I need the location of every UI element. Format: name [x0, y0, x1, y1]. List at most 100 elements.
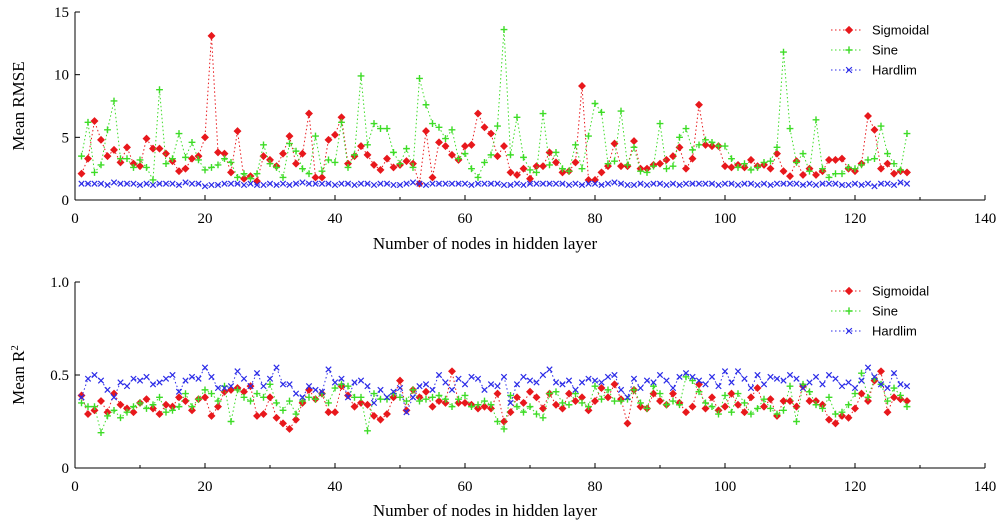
legend-marker-hardlim [845, 66, 853, 74]
data-point-hardlim [305, 180, 313, 187]
data-point-hardlim [611, 179, 618, 186]
data-point-sigmoidal [792, 402, 801, 411]
data-point-sine [630, 143, 638, 151]
data-point-sigmoidal [532, 162, 541, 171]
data-point-hardlim [494, 383, 501, 390]
data-point-hardlim [442, 180, 449, 187]
data-point-sine [754, 405, 761, 412]
data-point-sine [572, 390, 579, 397]
data-point-sigmoidal [90, 406, 99, 415]
data-point-hardlim [559, 381, 566, 388]
data-point-hardlim [877, 180, 885, 187]
data-point-hardlim [364, 180, 371, 187]
data-point-sine [546, 161, 553, 169]
data-point-sine [214, 397, 222, 405]
data-point-sigmoidal [175, 393, 183, 402]
data-point-sine [721, 142, 729, 150]
data-point-hardlim [422, 381, 430, 388]
data-point-sine [715, 142, 722, 150]
data-point-hardlim [682, 369, 690, 377]
data-point-sine [442, 395, 449, 403]
data-point-hardlim [676, 181, 683, 189]
data-point-hardlim [416, 383, 423, 390]
data-point-sine [110, 97, 118, 105]
data-point-sine [832, 410, 839, 418]
data-point-hardlim [897, 179, 904, 186]
data-point-sine [513, 113, 521, 121]
data-point-hardlim [286, 381, 293, 388]
data-point-hardlim [825, 371, 833, 379]
series-sigmoidal [77, 367, 911, 433]
data-point-sigmoidal [188, 154, 196, 163]
data-point-sine [812, 116, 820, 124]
data-point-sigmoidal [786, 172, 794, 181]
y-tick-label: 0 [62, 461, 70, 477]
data-point-sigmoidal [129, 408, 138, 417]
data-point-hardlim [572, 386, 579, 394]
data-point-hardlim [591, 180, 599, 187]
legend-marker-sine [845, 307, 853, 315]
data-point-sine [91, 169, 98, 176]
data-point-sigmoidal [448, 367, 456, 376]
data-point-sine [195, 395, 202, 403]
data-point-sigmoidal [324, 408, 333, 417]
data-point-hardlim [851, 384, 859, 392]
data-point-hardlim [175, 181, 183, 189]
data-point-sine [799, 150, 807, 158]
data-point-sine [689, 377, 696, 384]
data-point-hardlim [734, 368, 742, 375]
data-point-sine [643, 169, 651, 176]
data-point-sine [377, 125, 384, 132]
data-point-sigmoidal [175, 167, 183, 176]
data-point-hardlim [526, 377, 534, 384]
data-point-hardlim [806, 379, 813, 386]
data-point-sigmoidal [110, 145, 118, 154]
data-point-sigmoidal [565, 389, 573, 398]
data-point-hardlim [767, 181, 774, 189]
data-point-sigmoidal [903, 168, 911, 177]
data-point-hardlim [845, 379, 852, 386]
data-point-hardlim [409, 394, 417, 401]
data-point-hardlim [299, 179, 306, 186]
data-point-sigmoidal [298, 149, 307, 158]
legend-label-sine: Sine [872, 43, 898, 58]
data-point-hardlim [650, 180, 657, 187]
data-point-hardlim [130, 180, 137, 187]
data-point-sigmoidal [526, 174, 534, 183]
data-point-hardlim [871, 373, 878, 381]
data-point-sigmoidal [207, 31, 216, 40]
data-point-sine [858, 161, 865, 169]
series-sine [78, 26, 911, 184]
data-point-sigmoidal [851, 404, 859, 413]
data-point-hardlim [747, 180, 755, 187]
data-point-sine [559, 165, 566, 173]
data-point-sine [819, 405, 826, 412]
data-point-sine [201, 166, 209, 174]
data-point-sigmoidal [324, 135, 333, 144]
data-point-sine [897, 166, 904, 174]
data-point-hardlim [871, 183, 878, 190]
data-point-sine [565, 167, 573, 175]
data-point-sine [169, 406, 176, 414]
data-point-sigmoidal [461, 398, 469, 407]
data-point-sigmoidal [890, 169, 898, 178]
data-point-hardlim [123, 180, 131, 187]
data-point-hardlim [214, 181, 222, 189]
data-point-sine [552, 388, 560, 396]
data-point-sigmoidal [753, 384, 762, 392]
data-point-sine [461, 392, 469, 399]
data-point-sigmoidal [500, 417, 508, 426]
data-point-sigmoidal [708, 142, 716, 151]
data-point-sine [383, 125, 391, 132]
data-point-sine [539, 414, 547, 422]
data-point-hardlim [611, 371, 618, 379]
data-point-hardlim [325, 366, 332, 373]
y-tick-label: 1.0 [50, 275, 69, 291]
data-point-sigmoidal [799, 170, 807, 179]
data-point-sine [487, 151, 495, 159]
data-point-sigmoidal [552, 158, 560, 167]
data-point-hardlim [500, 181, 508, 189]
data-point-sine [890, 160, 898, 168]
data-point-hardlim [448, 180, 456, 187]
data-point-hardlim [708, 180, 716, 187]
